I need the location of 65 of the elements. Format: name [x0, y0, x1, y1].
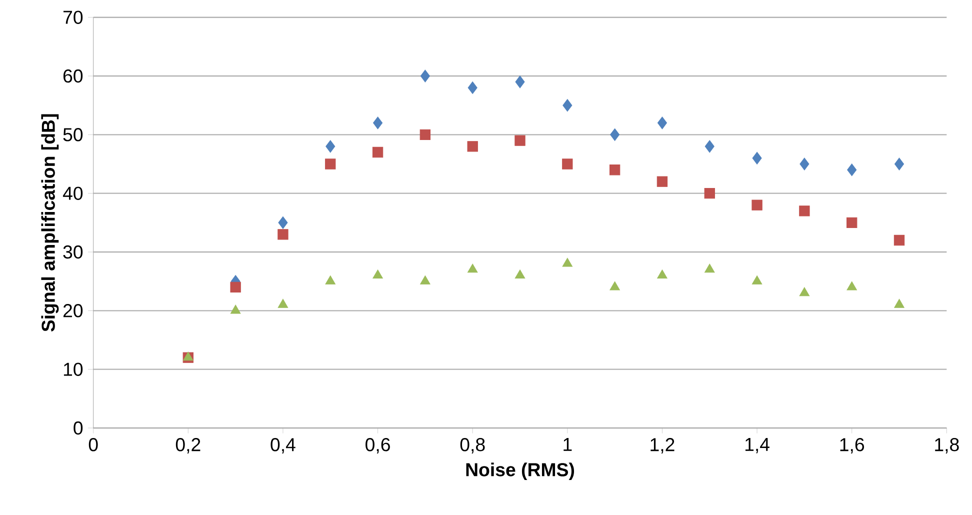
point	[609, 164, 620, 176]
x-tick-label: 0,2	[176, 438, 200, 454]
y-axis-title: Signal amplification [dB]	[41, 114, 59, 332]
point	[420, 70, 430, 82]
point	[799, 206, 810, 216]
x-tick-label: 1	[564, 438, 572, 452]
point	[704, 264, 715, 273]
point	[562, 258, 573, 267]
point	[514, 135, 526, 146]
point	[326, 140, 336, 153]
point	[420, 130, 431, 140]
point	[372, 270, 383, 279]
y-tick-label: 20	[63, 304, 83, 318]
point	[610, 282, 620, 290]
point	[704, 188, 715, 199]
point	[704, 140, 714, 153]
point	[468, 82, 478, 94]
x-axis-title: Noise (RMS)	[466, 462, 574, 480]
x-tick-label: 0,6	[366, 438, 390, 454]
y-tick-label: 10	[64, 362, 83, 376]
point	[752, 152, 762, 165]
point	[846, 282, 857, 290]
point	[610, 128, 620, 142]
x-tick-label: 0,8	[460, 438, 485, 454]
x-tick-label: 1,4	[745, 438, 770, 454]
x-tick-label: 1,8	[935, 438, 959, 454]
point	[656, 176, 668, 188]
y-tick-label: 40	[62, 186, 83, 200]
y-tick-label: 50	[63, 128, 83, 142]
y-tick-label: 30	[63, 246, 83, 259]
y-tick-label: 60	[63, 70, 83, 83]
point	[657, 116, 667, 130]
point	[799, 287, 810, 296]
point	[752, 276, 762, 285]
point	[373, 116, 383, 130]
point	[562, 99, 572, 112]
point	[372, 147, 384, 158]
point	[894, 235, 905, 246]
x-tick-label: 1,6	[840, 438, 864, 454]
point	[752, 200, 762, 211]
point	[230, 282, 241, 293]
point	[894, 299, 904, 308]
point	[420, 276, 430, 285]
x-tick-label: 1,2	[650, 438, 674, 454]
point	[183, 352, 194, 361]
point	[467, 264, 478, 273]
x-tick-label: 0	[88, 438, 98, 452]
point	[847, 164, 857, 176]
point	[894, 158, 904, 170]
point	[325, 276, 336, 285]
y-tick-label: 0	[74, 422, 83, 435]
point	[230, 304, 241, 314]
point	[562, 158, 573, 170]
point	[467, 141, 478, 152]
x-tick-label: 0,4	[270, 438, 296, 454]
point	[278, 229, 288, 240]
point	[325, 158, 336, 170]
point	[278, 299, 288, 308]
point	[846, 218, 858, 228]
y-tick-label: 70	[63, 10, 83, 24]
point	[515, 76, 525, 88]
point	[800, 158, 810, 170]
point	[514, 270, 526, 279]
point	[657, 270, 668, 279]
point	[278, 216, 288, 230]
